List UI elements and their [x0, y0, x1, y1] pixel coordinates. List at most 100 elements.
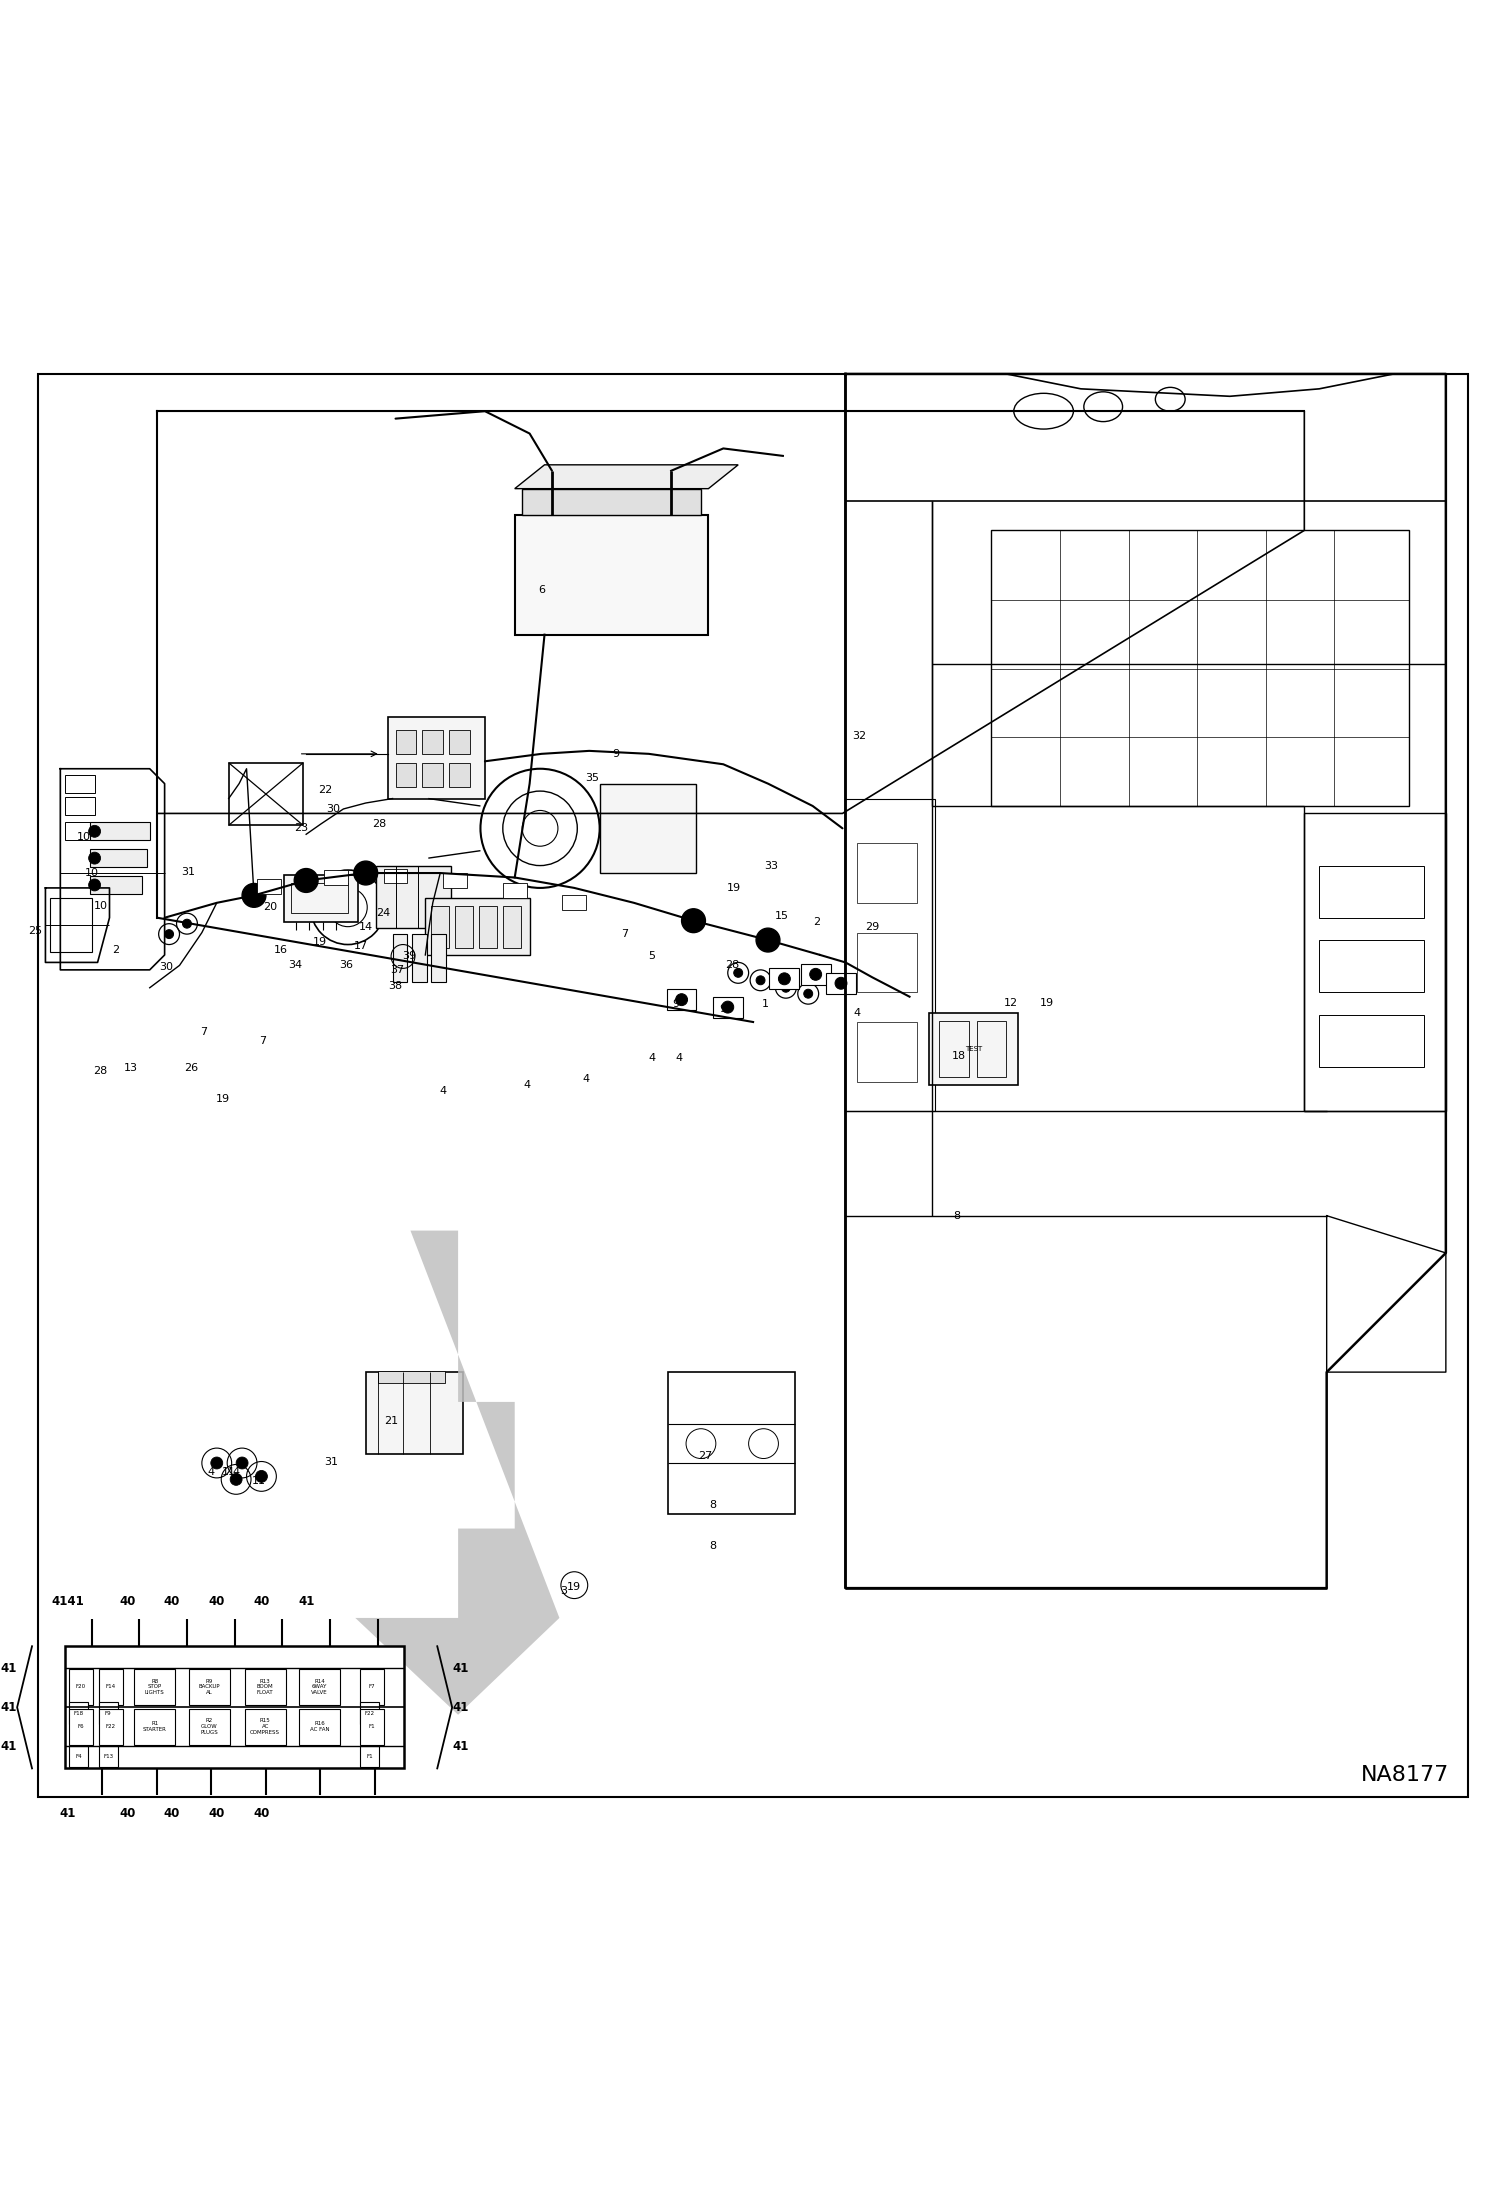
- Text: 40: 40: [163, 1594, 180, 1607]
- Bar: [425, 899, 530, 954]
- Text: 22: 22: [319, 785, 333, 794]
- Text: 35: 35: [586, 772, 599, 783]
- Text: 18: 18: [951, 1050, 966, 1061]
- Text: 37: 37: [389, 965, 404, 976]
- Bar: [449, 763, 470, 787]
- Text: R13
BOOM
FLOAT: R13 BOOM FLOAT: [256, 1678, 274, 1695]
- Bar: [69, 1702, 88, 1724]
- Text: 11: 11: [252, 1476, 265, 1487]
- Circle shape: [756, 928, 780, 952]
- Bar: [422, 763, 443, 787]
- Bar: [1320, 1015, 1423, 1066]
- Bar: [69, 1669, 93, 1704]
- Text: 39: 39: [401, 952, 416, 961]
- Text: F13: F13: [103, 1754, 114, 1759]
- Bar: [64, 796, 94, 816]
- Text: 13: 13: [123, 1064, 138, 1072]
- Bar: [244, 1708, 286, 1746]
- Circle shape: [682, 908, 706, 932]
- Text: 11: 11: [222, 1467, 235, 1476]
- Circle shape: [237, 1456, 249, 1469]
- Bar: [801, 965, 830, 985]
- Bar: [99, 1669, 123, 1704]
- Text: 4: 4: [207, 1467, 214, 1476]
- Text: R8
STOP
LIGHTS: R8 STOP LIGHTS: [145, 1678, 165, 1695]
- Bar: [366, 1373, 463, 1454]
- Text: 40: 40: [253, 1594, 270, 1607]
- Text: 24: 24: [376, 908, 391, 919]
- Text: 8: 8: [710, 1542, 716, 1550]
- Text: 6: 6: [538, 586, 545, 594]
- Bar: [300, 1669, 340, 1704]
- Text: F7: F7: [369, 1684, 376, 1689]
- Text: F1: F1: [369, 1724, 376, 1728]
- Text: 9: 9: [810, 971, 818, 982]
- Text: F18: F18: [73, 1711, 84, 1715]
- Text: 28: 28: [372, 818, 386, 829]
- Bar: [1320, 866, 1423, 917]
- Text: R2
GLOW
PLUGS: R2 GLOW PLUGS: [201, 1719, 219, 1735]
- Circle shape: [834, 978, 846, 989]
- Circle shape: [294, 868, 318, 893]
- Text: 7: 7: [199, 1029, 207, 1037]
- Bar: [189, 1669, 229, 1704]
- Circle shape: [756, 976, 765, 985]
- Bar: [229, 763, 303, 825]
- Bar: [1320, 941, 1423, 991]
- Bar: [845, 798, 935, 1112]
- Text: 33: 33: [764, 860, 777, 871]
- Text: 7: 7: [259, 1037, 267, 1046]
- Text: R1
STARTER: R1 STARTER: [142, 1722, 166, 1732]
- Circle shape: [676, 993, 688, 1007]
- Bar: [283, 875, 358, 923]
- Text: F22: F22: [366, 1711, 374, 1715]
- Text: 31: 31: [325, 1456, 339, 1467]
- Text: NA8177: NA8177: [1360, 1765, 1449, 1785]
- Text: 12: 12: [1004, 998, 1019, 1007]
- Bar: [361, 1708, 383, 1746]
- Text: 5: 5: [649, 952, 655, 961]
- Text: 9: 9: [613, 748, 620, 759]
- Text: 4: 4: [854, 1009, 861, 1018]
- Bar: [90, 875, 142, 895]
- Text: 19: 19: [313, 936, 327, 947]
- Text: 40: 40: [120, 1594, 135, 1607]
- Text: 19: 19: [727, 884, 742, 893]
- Bar: [361, 1669, 383, 1704]
- Text: 30: 30: [159, 963, 174, 971]
- Bar: [377, 1371, 445, 1382]
- Bar: [1305, 814, 1446, 1112]
- Text: 27: 27: [698, 1450, 713, 1461]
- Text: F6: F6: [78, 1724, 84, 1728]
- Text: 41: 41: [452, 1702, 469, 1713]
- Bar: [431, 906, 449, 947]
- Text: 41: 41: [0, 1662, 16, 1675]
- Bar: [64, 774, 94, 792]
- Text: 40: 40: [208, 1807, 225, 1820]
- Text: 16: 16: [274, 945, 288, 956]
- Text: F20: F20: [76, 1684, 85, 1689]
- Bar: [90, 822, 150, 840]
- Bar: [857, 932, 917, 991]
- Bar: [90, 849, 147, 866]
- Text: 14: 14: [358, 921, 373, 932]
- Text: 4: 4: [676, 1053, 682, 1064]
- Bar: [291, 884, 348, 912]
- Text: 32: 32: [852, 730, 866, 741]
- Text: 2: 2: [112, 945, 118, 956]
- Text: F1: F1: [367, 1754, 373, 1759]
- Bar: [135, 1708, 175, 1746]
- Bar: [383, 868, 407, 884]
- Bar: [189, 1708, 229, 1746]
- Text: 19: 19: [1040, 998, 1053, 1007]
- Bar: [599, 783, 697, 873]
- Text: 31: 31: [181, 866, 195, 877]
- Bar: [825, 974, 855, 993]
- Bar: [388, 717, 485, 798]
- Text: 1: 1: [761, 1000, 768, 1009]
- Text: F14: F14: [105, 1684, 115, 1689]
- Ellipse shape: [1085, 393, 1122, 421]
- Text: 9: 9: [673, 1000, 679, 1009]
- Bar: [49, 899, 91, 952]
- Text: 10: 10: [78, 833, 91, 842]
